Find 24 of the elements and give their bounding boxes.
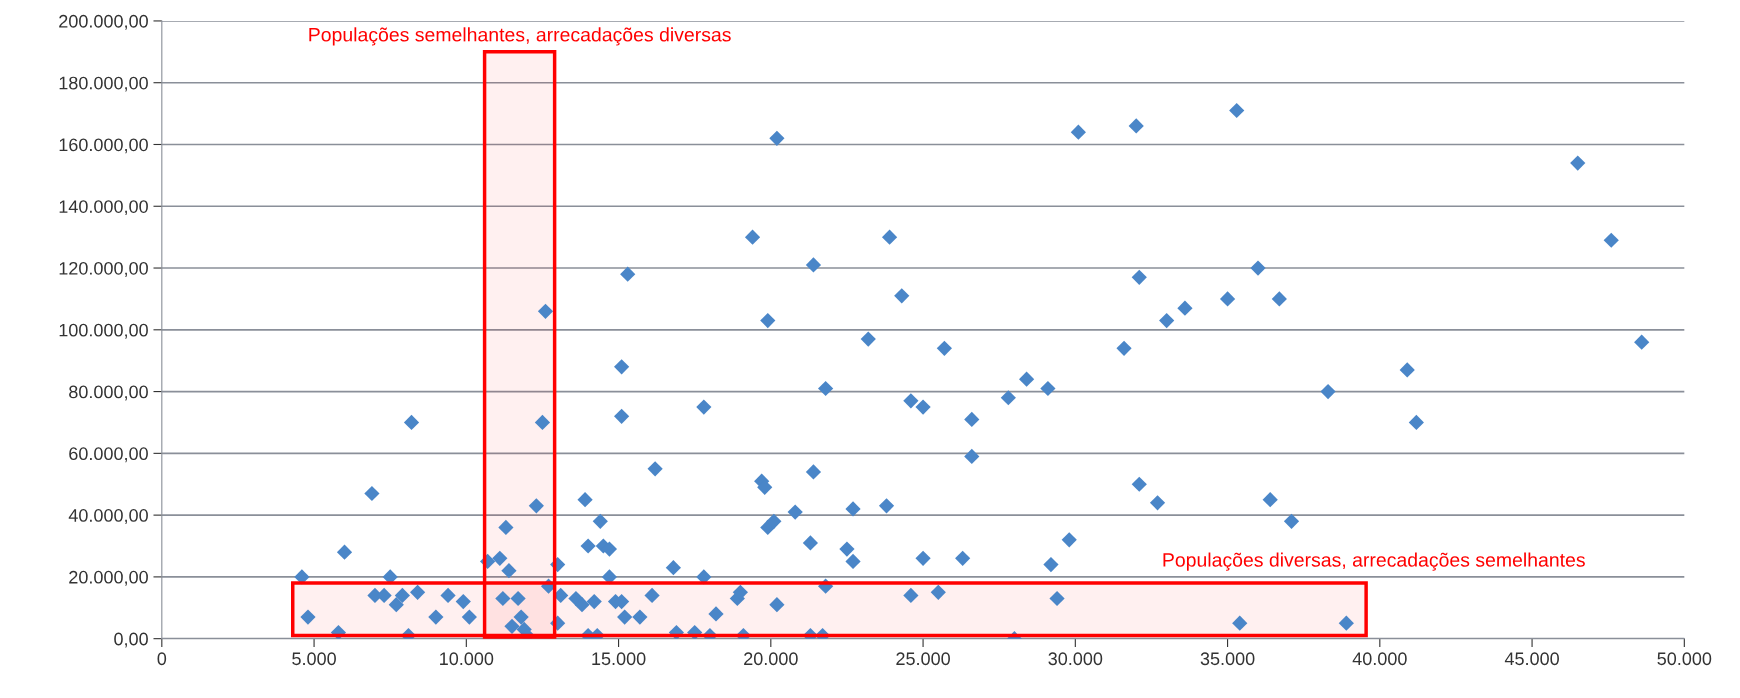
- y-tick-label: 100.000,00: [59, 323, 148, 339]
- y-tick-label: 0,00: [114, 632, 148, 648]
- y-tick-label: 60.000,00: [69, 447, 148, 463]
- y-tick-label: 200.000,00: [59, 14, 148, 30]
- y-tick-label: 120.000,00: [59, 261, 148, 277]
- y-tick-label: 180.000,00: [59, 76, 148, 92]
- x-tick-label: 5.000: [292, 652, 336, 666]
- x-tick-label: 30.000: [1048, 652, 1103, 666]
- y-tick-label: 40.000,00: [68, 509, 148, 524]
- x-tick-label: 0: [157, 652, 167, 666]
- x-tick-label: 40.000: [1352, 652, 1407, 666]
- y-tick-label: 160.000,00: [59, 138, 148, 154]
- x-tick-label: 15.000: [592, 652, 646, 666]
- x-tick-label: 20.000: [744, 652, 798, 666]
- y-tick-label: 140.000,00: [59, 200, 148, 216]
- y-tick-label: 20.000,00: [69, 570, 148, 586]
- x-tick-label: 50.000: [1657, 652, 1712, 666]
- y-tick-label: 80.000,00: [69, 385, 148, 401]
- x-tick-label: 25.000: [896, 652, 950, 666]
- x-tick-label: 35.000: [1200, 652, 1255, 666]
- band-label: Populações semelhantes, arrecadações diversas: [309, 27, 731, 46]
- band-label: Populações diversas, arrecadações semelhantes: [1163, 552, 1585, 571]
- x-tick-label: 45.000: [1504, 652, 1559, 666]
- x-tick-label: 10.000: [440, 652, 494, 666]
